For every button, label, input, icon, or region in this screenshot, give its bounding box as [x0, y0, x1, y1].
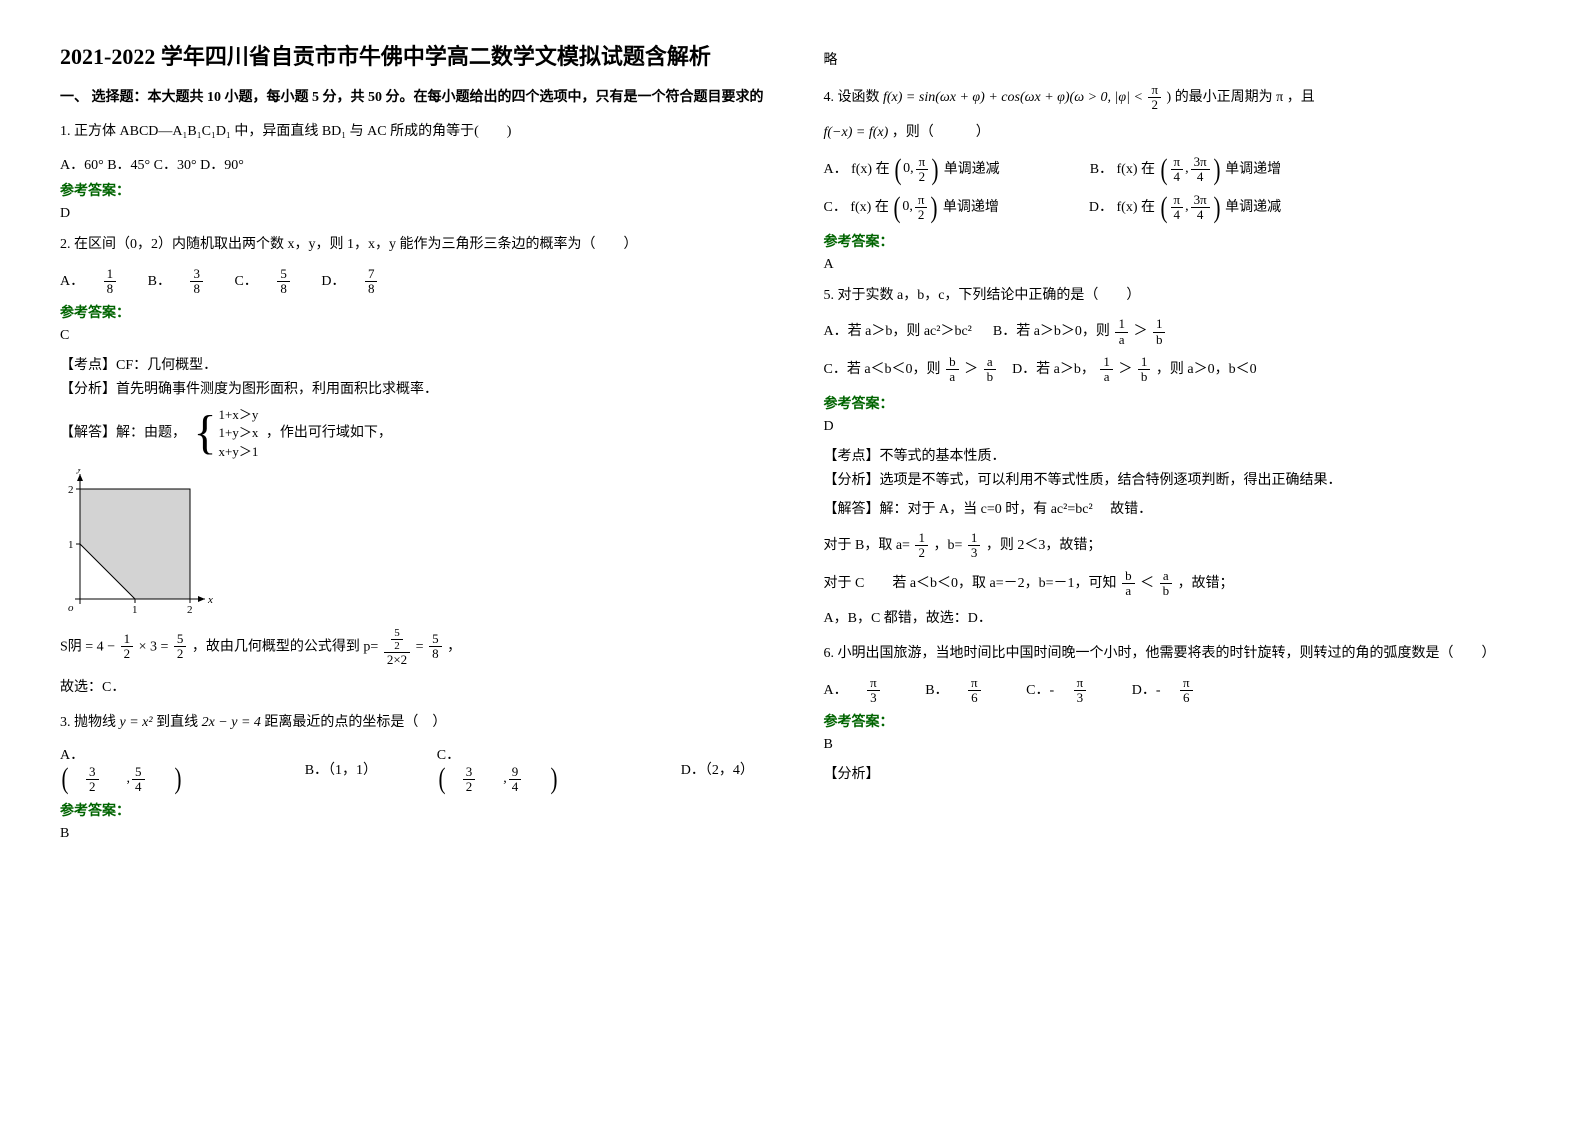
q2-optB-frac: 38: [190, 267, 217, 297]
q2-optB-label: B．: [148, 274, 171, 289]
q2-final: 故选：C．: [60, 675, 764, 702]
q2-point: 【考点】CF：几何概型．: [60, 354, 764, 374]
q6-ans-label: 参考答案：: [824, 711, 1528, 731]
q5-solveC: 对于 C 若 a＜b＜0，取 a=－2，b=－1，可知 ba ＜ ab ，故错；: [824, 569, 1528, 599]
q2-region-diagram: 1 2 1 2 o x y: [60, 469, 240, 619]
q1-options: A．60° B．45° C．30° D．90°: [60, 154, 764, 174]
q1-stem: 1. 正方体 ABCD—A₁B₁C₁D₁ 中，异面直线 BD₁ 与 AC 所成的…: [60, 119, 764, 146]
q4-pi2: π2: [1148, 83, 1161, 113]
svg-text:o: o: [68, 602, 74, 614]
q3-stem: 3. 抛物线 y = x² 到直线 2x − y = 4 距离最近的点的坐标是（…: [60, 710, 764, 737]
q5-optC: C．若 a＜b＜0，则 ba ＞ ab: [824, 362, 1002, 377]
q2-area-pre: S阴 = 4: [60, 639, 104, 654]
q5-point: 【考点】不等式的基本性质．: [824, 445, 1528, 465]
q4-ans-label: 参考答案：: [824, 231, 1528, 251]
q6-analysis: 【分析】: [824, 763, 1528, 783]
q2-p-res: 58: [429, 632, 442, 662]
q3-optA: A． ( 32, 54 ): [60, 744, 241, 794]
q2-area-line: S阴 = 4 − 12 × 3 = 52 ，故由几何概型的公式得到 p= 52 …: [60, 627, 764, 667]
q3-optB: B．（1，1）: [305, 759, 373, 779]
svg-text:1: 1: [132, 604, 138, 616]
q2-solve-post1: ，作出可行域如下，: [266, 426, 392, 441]
q3-options: A． ( 32, 54 ) B．（1，1） C． ( 32, 94 ) D．（2…: [60, 744, 764, 794]
q4-ans: A: [824, 257, 1528, 273]
q2-fivehalf-frac: 52: [174, 632, 187, 662]
q5-conclusion: A，B，C 都错，故选：D．: [824, 606, 1528, 633]
q3-extra: 略: [824, 48, 1528, 75]
q6-ans: B: [824, 737, 1528, 753]
q2-area-mid2: ，故由几何概型的公式得到 p=: [192, 639, 378, 654]
q1-ans-label: 参考答案：: [60, 180, 764, 200]
q2-area-mid1: × 3: [139, 639, 157, 654]
q5-optA: A．若 a＞b，则 ac²＞bc²: [824, 324, 972, 339]
q2-optA-label: A．: [60, 274, 84, 289]
q4-even: f(−x) = f(x) ，则（ ）: [824, 120, 1528, 147]
q2-area-end: ，: [447, 639, 461, 654]
q2-optA-frac: 18: [104, 267, 131, 297]
svg-text:x: x: [207, 594, 213, 606]
q4-func-math: f(x) = sin(ωx + φ) + cos(ωx + φ)(ω > 0, …: [883, 90, 1146, 105]
q6-optC: C．- π3: [1026, 683, 1118, 698]
q6-options: A． π3 B． π6 C．- π3 D．- π6: [824, 676, 1528, 706]
q5-analysis: 【分析】选项是不等式，可以利用不等式性质，结合特例逐项判断，得出正确结果．: [824, 469, 1528, 489]
q4-row1: A． f(x) 在 ( 0, π2 ) 单调递减 B． f(x) 在 ( π4,…: [824, 155, 1528, 185]
q2-optD-label: D．: [321, 274, 345, 289]
q2-optD-frac: 78: [365, 267, 392, 297]
q1-ans: D: [60, 206, 764, 222]
q5-optB: B．若 a＞b＞0，则 1a ＞ 1b: [993, 324, 1168, 339]
q2-stem: 2. 在区间（0，2）内随机取出两个数 x，y，则 1，x，y 能作为三角形三条…: [60, 232, 764, 259]
q5-optD: D．若 a＞b， 1a ＞ 1b ，则 a＞0，b＜0: [1012, 362, 1257, 377]
svg-text:2: 2: [68, 484, 74, 496]
q3-ans: B: [60, 826, 764, 842]
q2-analysis: 【分析】首先明确事件测度为图形面积，利用面积比求概率．: [60, 378, 764, 398]
q4-optB: B． f(x) 在 ( π4, 3π4 ) 单调递增: [1090, 155, 1281, 185]
exam-title: 2021-2022 学年四川省自贡市市牛佛中学高二数学文模拟试题含解析: [60, 40, 764, 73]
q5-ans-label: 参考答案：: [824, 393, 1528, 413]
q6-optA: A． π3: [824, 683, 912, 698]
q2-half-frac: 12: [121, 632, 134, 662]
q2-ans: C: [60, 328, 764, 344]
q4-row2: C． f(x) 在 ( 0, π2 ) 单调递增 D． f(x) 在 ( π4,…: [824, 193, 1528, 223]
q2-options: A． 18 B． 38 C． 58 D． 78: [60, 267, 764, 297]
q5-stem: 5. 对于实数 a，b，c，下列结论中正确的是（ ）: [824, 283, 1528, 310]
q2-solve: 【解答】解：由题， { 1+x＞y 1+y＞x x+y＞1 ，作出可行域如下，: [60, 406, 764, 461]
q3-optC: C． ( 32, 94 ): [437, 744, 617, 794]
q4-optD: D． f(x) 在 ( π4, 3π4 ) 单调递减: [1089, 193, 1281, 223]
q3-parabola-math: y = x²: [120, 715, 153, 730]
q5-ans: D: [824, 419, 1528, 435]
q2-optC-frac: 58: [277, 267, 304, 297]
q2-system: { 1+x＞y 1+y＞x x+y＞1: [194, 406, 259, 461]
q2-solve-pre: 【解答】解：由题，: [60, 426, 186, 441]
q3-ans-label: 参考答案：: [60, 800, 764, 820]
q2-optC-label: C．: [234, 274, 257, 289]
q6-optD: D．- π6: [1132, 683, 1221, 698]
q4-optC: C． f(x) 在 ( 0, π2 ) 单调递增: [824, 193, 999, 223]
q4-stem: 4. 设函数 f(x) = sin(ωx + φ) + cos(ωx + φ)(…: [824, 83, 1528, 113]
section1-header: 一、 选择题：本大题共 10 小题，每小题 5 分，共 50 分。在每小题给出的…: [60, 87, 764, 109]
q2-p-frac: 52 2×2: [384, 627, 410, 667]
q5-solveB: 对于 B，取 a= 12 ，b= 13 ，则 2＜3，故错；: [824, 531, 1528, 561]
q4-optA: A． f(x) 在 ( 0, π2 ) 单调递减: [824, 155, 1000, 185]
q5-row2: C．若 a＜b＜0，则 ba ＞ ab D．若 a＞b， 1a ＞ 1b ，则 …: [824, 355, 1528, 385]
q6-stem: 6. 小明出国旅游，当地时间比中国时间晚一个小时，他需要将表的时针旋转，则转过的…: [824, 641, 1528, 668]
q3-optD: D．（2，4）: [681, 759, 750, 779]
q6-optB: B． π6: [925, 683, 1012, 698]
q3-line-math: 2x − y = 4: [202, 715, 261, 730]
q5-row1: A．若 a＞b，则 ac²＞bc² B．若 a＞b＞0，则 1a ＞ 1b: [824, 317, 1528, 347]
q2-ans-label: 参考答案：: [60, 302, 764, 322]
svg-text:y: y: [76, 469, 82, 474]
svg-text:2: 2: [187, 604, 193, 616]
q5-solveA: 【解答】解：对于 A，当 c=0 时，有 ac²=bc² 故错．: [824, 497, 1528, 524]
svg-text:1: 1: [68, 539, 74, 551]
